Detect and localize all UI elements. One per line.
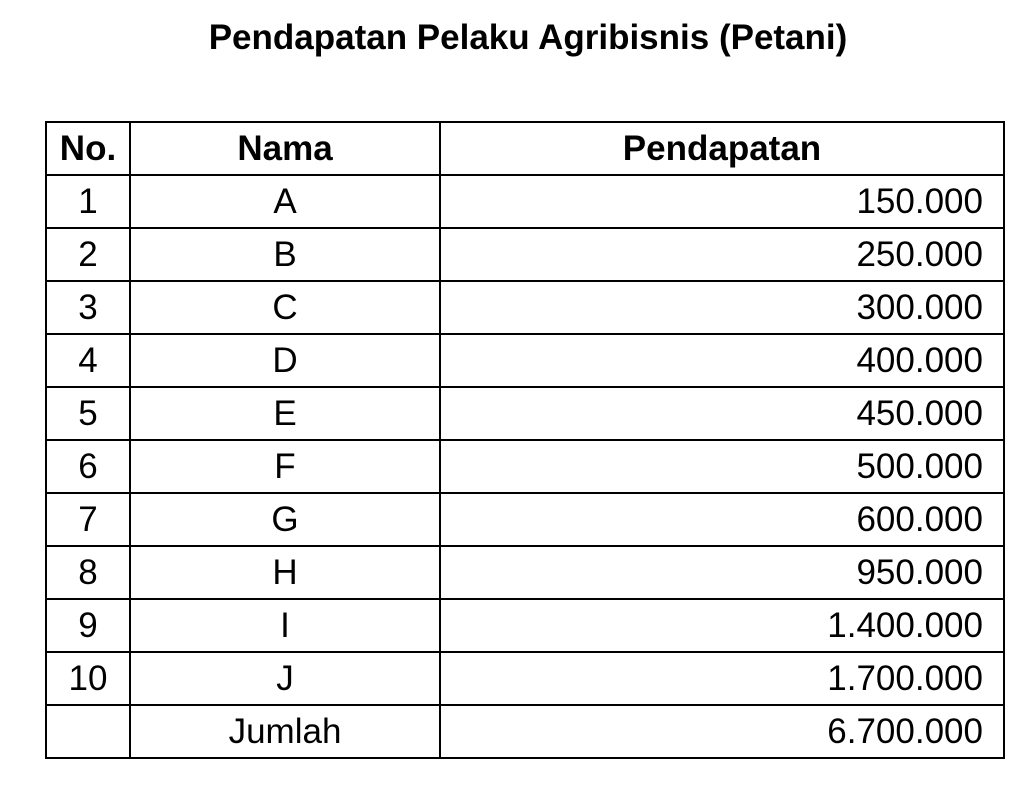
row-pendapatan: 600.000 xyxy=(439,492,1005,547)
row-nama: I xyxy=(129,598,441,653)
row-nama: J xyxy=(129,651,441,706)
table-row: 3 C 300.000 xyxy=(45,280,1005,335)
row-no: 3 xyxy=(45,280,131,335)
row-pendapatan: 250.000 xyxy=(439,227,1005,282)
row-nama: F xyxy=(129,439,441,494)
header-row: No. Nama Pendapatan xyxy=(45,121,1005,176)
row-nama: A xyxy=(129,174,441,229)
row-no: 2 xyxy=(45,227,131,282)
row-pendapatan: 500.000 xyxy=(439,439,1005,494)
table-row: 10 J 1.700.000 xyxy=(45,651,1005,706)
table-row: 2 B 250.000 xyxy=(45,227,1005,282)
row-no: 4 xyxy=(45,333,131,388)
row-nama: B xyxy=(129,227,441,282)
total-value: 6.700.000 xyxy=(439,704,1005,759)
row-nama: E xyxy=(129,386,441,441)
total-no-cell xyxy=(45,704,131,759)
row-no: 8 xyxy=(45,545,131,600)
table-row: 4 D 400.000 xyxy=(45,333,1005,388)
row-pendapatan: 950.000 xyxy=(439,545,1005,600)
row-no: 1 xyxy=(45,174,131,229)
table-row: 8 H 950.000 xyxy=(45,545,1005,600)
row-pendapatan: 1.400.000 xyxy=(439,598,1005,653)
header-pendapatan: Pendapatan xyxy=(439,121,1005,176)
table-row: 7 G 600.000 xyxy=(45,492,1005,547)
row-no: 7 xyxy=(45,492,131,547)
row-nama: D xyxy=(129,333,441,388)
table-row: 5 E 450.000 xyxy=(45,386,1005,441)
table-row: 9 I 1.400.000 xyxy=(45,598,1005,653)
total-row: Jumlah 6.700.000 xyxy=(45,704,1005,759)
row-pendapatan: 450.000 xyxy=(439,386,1005,441)
row-nama: G xyxy=(129,492,441,547)
row-nama: H xyxy=(129,545,441,600)
row-no: 10 xyxy=(45,651,131,706)
table-row: 6 F 500.000 xyxy=(45,439,1005,494)
header-no: No. xyxy=(45,121,131,176)
income-table: No. Nama Pendapatan 1 A 150.000 2 B 250.000 3 C… xyxy=(45,121,1005,759)
row-pendapatan: 1.700.000 xyxy=(439,651,1005,706)
row-no: 6 xyxy=(45,439,131,494)
page-title: Pendapatan Pelaku Agribisnis (Petani) xyxy=(208,18,848,57)
row-pendapatan: 400.000 xyxy=(439,333,1005,388)
row-pendapatan: 150.000 xyxy=(439,174,1005,229)
header-nama: Nama xyxy=(129,121,441,176)
total-label: Jumlah xyxy=(129,704,441,759)
table-row: 1 A 150.000 xyxy=(45,174,1005,229)
row-pendapatan: 300.000 xyxy=(439,280,1005,335)
row-nama: C xyxy=(129,280,441,335)
row-no: 5 xyxy=(45,386,131,441)
row-no: 9 xyxy=(45,598,131,653)
